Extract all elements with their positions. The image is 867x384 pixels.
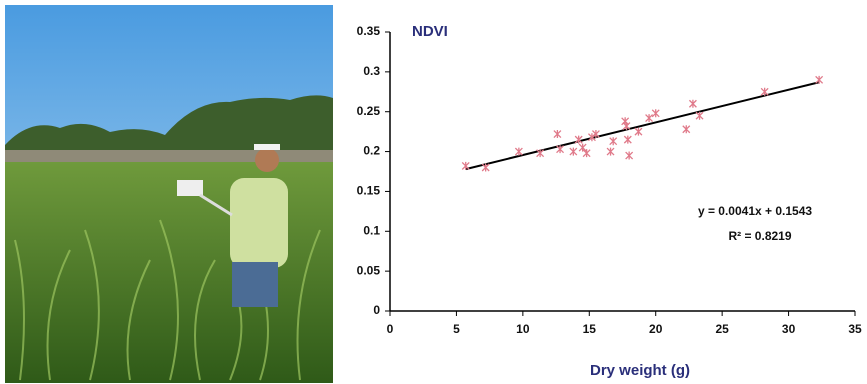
trendline: [465, 81, 820, 171]
point: [645, 114, 654, 123]
annotation: R² = 0.8219: [728, 229, 791, 243]
leaves: [14, 219, 321, 381]
road: [5, 150, 333, 162]
point: [556, 145, 565, 154]
trees: [5, 95, 333, 162]
point: [578, 143, 587, 152]
x-axis-label: Dry weight (g): [590, 362, 690, 379]
point: [609, 137, 618, 146]
point: [634, 127, 643, 136]
point: [682, 125, 691, 134]
x-tick-label: 0: [387, 322, 394, 336]
point: [536, 149, 545, 158]
y-tick-label: 0.05: [357, 263, 381, 277]
x-tick-label: 35: [848, 322, 862, 336]
point: [481, 163, 490, 172]
x-tick-label: 10: [516, 322, 530, 336]
point: [688, 99, 697, 108]
annotation: y = 0.0041x + 0.1543: [698, 204, 812, 218]
photo: [5, 5, 333, 383]
point: [815, 75, 824, 84]
point: [553, 130, 562, 139]
point: [760, 87, 769, 96]
point: [582, 149, 591, 158]
chart-title: NDVI: [412, 23, 448, 40]
point: [651, 109, 660, 118]
y-tick-label: 0.1: [363, 223, 380, 237]
chart: NDVI Dry weight (g) y = 0.0041x + 0.1543…: [357, 23, 862, 379]
point: [606, 147, 615, 156]
x-tick-label: 30: [782, 322, 796, 336]
x-tick-label: 15: [583, 322, 597, 336]
point: [625, 151, 634, 160]
y-tick-label: 0.15: [357, 184, 381, 198]
y-tick-label: 0.25: [357, 104, 381, 118]
y-tick-label: 0.35: [357, 24, 381, 38]
point: [695, 111, 704, 120]
point: [591, 130, 600, 139]
point: [622, 122, 631, 131]
point: [569, 147, 578, 156]
y-tick-label: 0.3: [363, 64, 380, 78]
x-tick-label: 25: [715, 322, 729, 336]
x-tick-label: 20: [649, 322, 663, 336]
point: [574, 135, 583, 144]
y-tick-label: 0: [373, 303, 380, 317]
y-tick-label: 0.2: [363, 144, 380, 158]
point: [623, 135, 632, 144]
point: [514, 147, 523, 156]
x-tick-label: 5: [453, 322, 460, 336]
person: [177, 144, 288, 307]
point: [461, 161, 470, 170]
